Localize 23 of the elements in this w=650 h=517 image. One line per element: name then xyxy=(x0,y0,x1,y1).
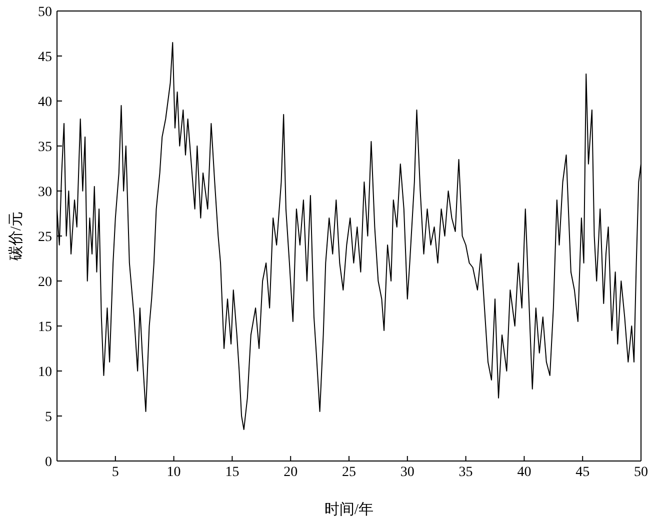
x-tick-label: 15 xyxy=(225,464,240,480)
y-tick-label: 35 xyxy=(38,140,52,155)
y-tick-label: 10 xyxy=(38,364,52,380)
x-tick-label: 5 xyxy=(112,464,119,480)
y-tick-label: 50 xyxy=(38,4,52,20)
y-tick-label: 45 xyxy=(38,50,52,65)
y-tick-label: 25 xyxy=(38,230,52,245)
x-tick-label: 40 xyxy=(517,464,532,480)
x-tick-label: 10 xyxy=(166,464,181,480)
x-axis-title: 时间/年 xyxy=(324,501,374,517)
x-tick-label: 50 xyxy=(634,464,648,480)
y-tick-label: 5 xyxy=(45,410,52,425)
y-tick-label: 15 xyxy=(38,320,52,335)
y-tick-label: 30 xyxy=(38,184,52,200)
y-tick-label: 0 xyxy=(45,454,52,470)
y-axis-title: 碳价/元 xyxy=(7,211,24,262)
x-tick-label: 20 xyxy=(284,464,298,480)
x-tick-label: 30 xyxy=(400,464,414,480)
x-tick-label: 35 xyxy=(458,464,473,480)
y-tick-label: 20 xyxy=(38,274,52,290)
y-tick-label: 40 xyxy=(38,94,52,110)
x-tick-label: 25 xyxy=(342,464,356,480)
x-tick-label: 45 xyxy=(576,464,590,480)
